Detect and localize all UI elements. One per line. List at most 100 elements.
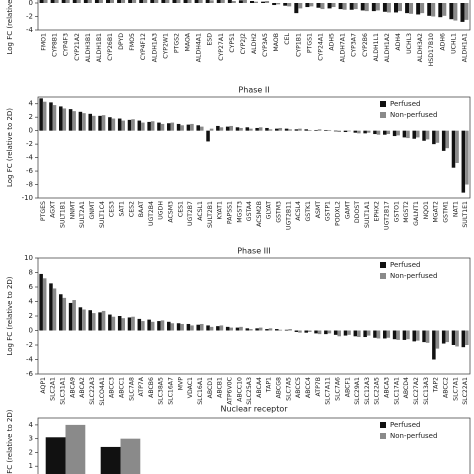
bar xyxy=(200,323,204,331)
bar xyxy=(255,127,259,131)
x-tick-label: ADH4 xyxy=(395,33,402,51)
bar xyxy=(249,329,253,331)
x-tick-label: TAP2 xyxy=(433,377,440,393)
legend-label: Non-perfused xyxy=(390,432,437,440)
x-tick-label: FMO5 xyxy=(129,33,136,51)
bar xyxy=(420,3,425,14)
bar xyxy=(324,330,328,335)
bar xyxy=(254,1,258,3)
bar xyxy=(278,329,283,331)
bar xyxy=(127,119,132,131)
bar xyxy=(337,330,341,337)
bar xyxy=(449,3,454,20)
bar xyxy=(200,126,204,131)
bar xyxy=(308,129,312,131)
x-tick-label: SLC29A1 xyxy=(354,377,361,405)
x-tick-label: SLC27A2 xyxy=(413,377,420,405)
bar xyxy=(161,0,166,3)
x-tick-label: ACSM3 xyxy=(168,201,175,223)
bar xyxy=(186,323,191,331)
y-axis-label: Log FC (relative to 2D) xyxy=(6,409,14,474)
bar xyxy=(180,323,184,331)
x-tick-label: SLC31A1 xyxy=(60,377,67,405)
x-tick-label: ESD xyxy=(207,33,214,46)
x-tick-label: SULT2A1 xyxy=(79,201,86,228)
bar xyxy=(342,3,347,10)
bar xyxy=(121,318,125,331)
x-tick-label: CYP51 xyxy=(229,33,236,53)
x-tick-label: UGT2B4 xyxy=(148,201,155,226)
bar xyxy=(160,320,165,331)
x-tick-label: GSTP1 xyxy=(325,201,332,221)
bar xyxy=(131,316,135,331)
bar xyxy=(465,330,469,345)
legend-swatch xyxy=(380,433,386,439)
x-tick-label: ABCC4 xyxy=(305,377,312,398)
x-tick-label: ALDH1A2 xyxy=(384,33,391,62)
y-tick-label: -10 xyxy=(22,194,33,202)
bar xyxy=(39,0,44,3)
y-tick-label: 8 xyxy=(29,269,33,277)
bar xyxy=(317,129,322,131)
bar xyxy=(72,300,76,331)
bar xyxy=(283,3,288,6)
bar xyxy=(255,328,259,331)
bar xyxy=(455,330,459,347)
bar xyxy=(154,0,159,4)
bar xyxy=(406,330,410,340)
bar xyxy=(276,3,281,5)
x-tick-label: SULT1B1 xyxy=(60,201,67,228)
bar xyxy=(425,330,430,343)
y-tick-label: -2 xyxy=(26,13,33,21)
bar xyxy=(216,326,220,331)
x-tick-label: ABCA4 xyxy=(256,377,263,398)
x-tick-label: EPHX2 xyxy=(374,201,381,222)
x-tick-label: ATP7A xyxy=(138,376,145,396)
bar xyxy=(416,330,420,341)
bar xyxy=(386,3,391,13)
x-tick-label: ALDH3A2 xyxy=(417,33,424,62)
bar xyxy=(298,330,302,333)
legend-swatch xyxy=(380,422,386,428)
x-tick-label: ALDH7A1 xyxy=(340,33,347,62)
bar xyxy=(190,123,194,131)
x-tick-label: GALNT1 xyxy=(413,201,420,226)
bar xyxy=(453,3,458,21)
bar xyxy=(39,273,43,331)
y-tick-label: -2 xyxy=(26,140,33,148)
bar xyxy=(194,0,199,3)
bar xyxy=(357,130,361,134)
y-axis-label: Log FC (relative to 2D) xyxy=(6,276,14,355)
bar xyxy=(82,309,86,331)
y-tick-label: 2 xyxy=(29,448,33,456)
x-tick-label: CYP27A1 xyxy=(218,33,225,61)
x-tick-label: SULT1C4 xyxy=(99,201,106,228)
bar xyxy=(141,122,145,131)
bar xyxy=(364,3,369,12)
y-tick-label: 4 xyxy=(29,298,34,306)
bar xyxy=(196,125,200,131)
bar xyxy=(50,0,55,3)
bar xyxy=(92,115,96,131)
x-tick-label: ABCC2 xyxy=(442,377,449,398)
bar xyxy=(98,312,102,331)
bar xyxy=(373,130,377,135)
bar xyxy=(88,113,92,131)
y-tick-label: 3 xyxy=(29,435,33,443)
bar xyxy=(373,330,377,338)
x-tick-label: GAMT xyxy=(344,201,351,219)
x-tick-label: ADH6 xyxy=(439,33,446,51)
x-tick-label: SLC7A6 xyxy=(334,377,341,401)
bar xyxy=(121,0,126,4)
bar xyxy=(52,288,57,331)
y-tick-label: 2 xyxy=(29,113,33,121)
x-tick-label: GSTA4 xyxy=(246,201,253,221)
x-tick-label: UCHL1 xyxy=(450,33,457,54)
x-tick-label: ATP7B xyxy=(315,377,322,396)
bar xyxy=(170,323,175,331)
x-tick-label: PTGES xyxy=(40,201,47,221)
bar xyxy=(432,130,436,145)
bar xyxy=(219,127,224,131)
bar xyxy=(275,329,279,331)
